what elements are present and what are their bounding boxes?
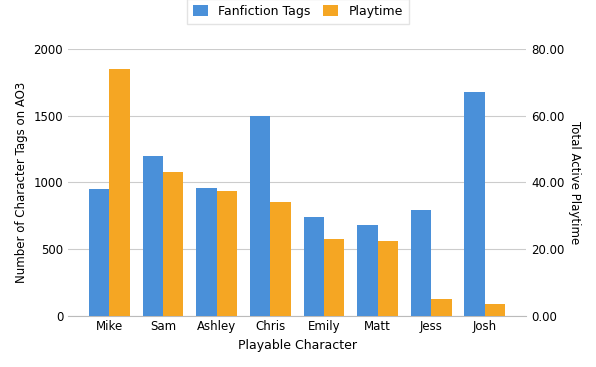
Y-axis label: Number of Character Tags on AO3: Number of Character Tags on AO3 xyxy=(15,82,28,283)
Bar xyxy=(485,304,505,316)
Bar xyxy=(432,299,452,316)
Bar xyxy=(142,156,163,316)
Bar xyxy=(303,217,324,316)
Bar xyxy=(411,210,432,316)
Bar xyxy=(196,188,216,316)
Bar xyxy=(216,191,237,316)
Bar xyxy=(377,241,398,316)
X-axis label: Playable Character: Playable Character xyxy=(238,339,356,352)
Bar xyxy=(270,203,291,316)
Legend: Fanfiction Tags, Playtime: Fanfiction Tags, Playtime xyxy=(187,0,409,25)
Bar xyxy=(357,225,377,316)
Bar xyxy=(464,92,485,316)
Bar xyxy=(163,172,184,316)
Y-axis label: Total Active Playtime: Total Active Playtime xyxy=(568,121,581,244)
Bar xyxy=(109,69,130,316)
Bar xyxy=(250,116,270,316)
Bar xyxy=(324,239,344,316)
Bar xyxy=(89,189,109,316)
